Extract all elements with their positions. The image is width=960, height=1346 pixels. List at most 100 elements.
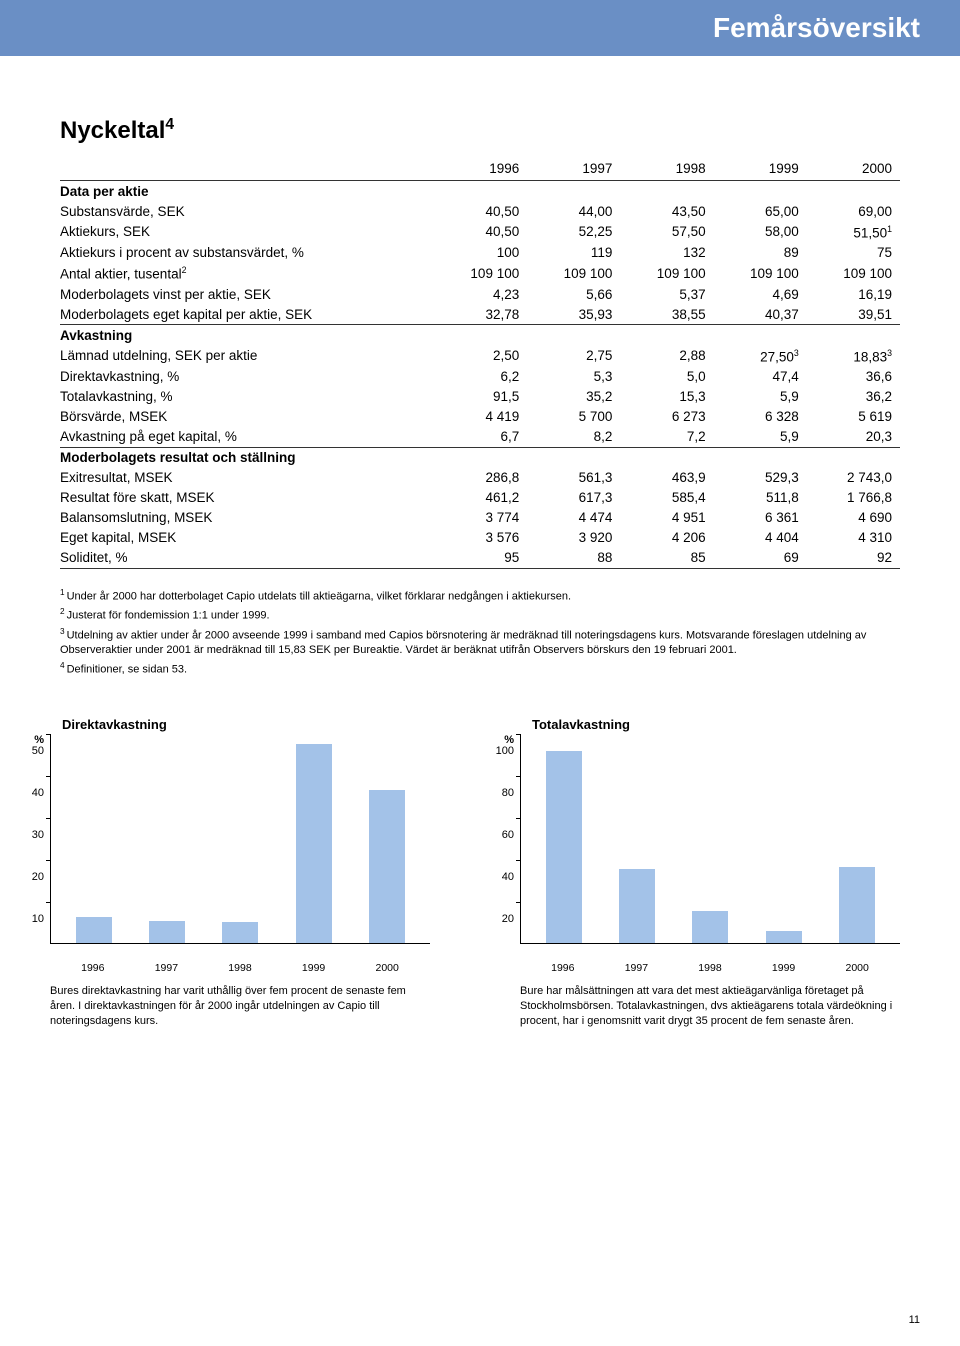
x-label: 1997 xyxy=(155,962,178,974)
cell: 119 xyxy=(527,243,620,263)
plot-area xyxy=(520,734,900,944)
x-axis: 19961997199819992000 xyxy=(520,962,900,974)
cell: 4,69 xyxy=(714,284,807,304)
x-label: 2000 xyxy=(845,962,868,974)
x-label: 1999 xyxy=(302,962,325,974)
year-col: 1998 xyxy=(620,159,713,181)
cell: 6,7 xyxy=(434,427,527,448)
cell: 3 774 xyxy=(434,508,527,528)
cell: 38,55 xyxy=(620,304,713,325)
row-label: Exitresultat, MSEK xyxy=(60,468,434,488)
year-col: 2000 xyxy=(807,159,900,181)
cell: 32,78 xyxy=(434,304,527,325)
x-axis: 1996 1997 1998 1999 2000 xyxy=(50,962,430,974)
row-label: Aktiekurs, SEK xyxy=(60,221,434,243)
cell: 18,833 xyxy=(807,345,900,367)
row-label: Lämnad utdelning, SEK per aktie xyxy=(60,345,434,367)
year-col: 1997 xyxy=(527,159,620,181)
year-col: 1999 xyxy=(714,159,807,181)
row-label: Substansvärde, SEK xyxy=(60,201,434,221)
header-title: Femårsöversikt xyxy=(713,12,920,43)
cell: 100 xyxy=(434,243,527,263)
y-tick-label: 20 xyxy=(490,914,514,956)
row-label: Aktiekurs i procent av substansvärdet, % xyxy=(60,243,434,263)
y-tick-label: 40 xyxy=(20,788,44,830)
cell: 40,37 xyxy=(714,304,807,325)
cell: 92 xyxy=(807,548,900,569)
cell: 2,50 xyxy=(434,345,527,367)
cell: 35,93 xyxy=(527,304,620,325)
cell: 3 920 xyxy=(527,528,620,548)
cell: 91,5 xyxy=(434,387,527,407)
row-label: Moderbolagets vinst per aktie, SEK xyxy=(60,284,434,304)
cell: 5 700 xyxy=(527,407,620,427)
cell: 5,0 xyxy=(620,367,713,387)
cell: 4 206 xyxy=(620,528,713,548)
y-tick-label: 100 xyxy=(490,746,514,788)
cell: 69 xyxy=(714,548,807,569)
content-area: Nyckeltal4 19961997199819992000 Data per… xyxy=(0,56,960,677)
chart-title: Totalavkastning xyxy=(532,717,900,732)
bar xyxy=(692,911,728,943)
chart-caption: Bures direktavkastning har varit uthålli… xyxy=(50,984,430,1029)
bar xyxy=(546,751,582,943)
x-label: 1996 xyxy=(81,962,104,974)
y-tick-label: 80 xyxy=(490,788,514,830)
nyckeltal-table: 19961997199819992000 Data per aktieSubst… xyxy=(60,159,900,569)
cell: 6,2 xyxy=(434,367,527,387)
cell: 6 361 xyxy=(714,508,807,528)
x-label: 1998 xyxy=(698,962,721,974)
cell: 57,50 xyxy=(620,221,713,243)
chart-title: Direktavkastning xyxy=(62,717,430,732)
cell: 43,50 xyxy=(620,201,713,221)
cell: 109 100 xyxy=(620,263,713,285)
row-label: Balansomslutning, MSEK xyxy=(60,508,434,528)
page-number: 11 xyxy=(909,1314,920,1326)
bar xyxy=(149,921,185,943)
cell: 461,2 xyxy=(434,488,527,508)
cell: 8,2 xyxy=(527,427,620,448)
cell: 5 619 xyxy=(807,407,900,427)
cell: 5,37 xyxy=(620,284,713,304)
cell: 2,88 xyxy=(620,345,713,367)
table-head: 19961997199819992000 xyxy=(60,159,900,181)
x-label: 1997 xyxy=(625,962,648,974)
cell: 36,2 xyxy=(807,387,900,407)
cell: 69,00 xyxy=(807,201,900,221)
cell: 2,75 xyxy=(527,345,620,367)
y-tick-label: 10 xyxy=(20,914,44,956)
cell: 75 xyxy=(807,243,900,263)
cell: 40,50 xyxy=(434,221,527,243)
cell: 4 474 xyxy=(527,508,620,528)
y-tick-label: 50 xyxy=(20,746,44,788)
cell: 4 404 xyxy=(714,528,807,548)
x-label: 1996 xyxy=(551,962,574,974)
row-label: Eget kapital, MSEK xyxy=(60,528,434,548)
page-header: Femårsöversikt xyxy=(0,0,960,56)
cell: 5,9 xyxy=(714,387,807,407)
row-label: Börsvärde, MSEK xyxy=(60,407,434,427)
cell: 5,66 xyxy=(527,284,620,304)
cell: 3 576 xyxy=(434,528,527,548)
cell: 109 100 xyxy=(714,263,807,285)
cell: 51,501 xyxy=(807,221,900,243)
section-heading: Data per aktie xyxy=(60,181,900,202)
footnote: 1Under år 2000 har dotterbolaget Capio u… xyxy=(60,587,900,605)
cell: 463,9 xyxy=(620,468,713,488)
row-label: Antal aktier, tusental2 xyxy=(60,263,434,285)
x-label: 1998 xyxy=(228,962,251,974)
x-label: 2000 xyxy=(375,962,398,974)
cell: 6 328 xyxy=(714,407,807,427)
footnote: 2Justerat för fondemission 1:1 under 199… xyxy=(60,606,900,624)
cell: 4 310 xyxy=(807,528,900,548)
cell: 27,503 xyxy=(714,345,807,367)
charts-row: Direktavkastning %5040302010 19961997199… xyxy=(0,717,960,1029)
y-tick-label: 30 xyxy=(20,830,44,872)
plot-area xyxy=(50,734,430,944)
cell: 585,4 xyxy=(620,488,713,508)
chart-block: Totalavkastning %10080604020 19961997199… xyxy=(490,717,900,1029)
cell: 52,25 xyxy=(527,221,620,243)
footnote: 3Utdelning av aktier under år 2000 avsee… xyxy=(60,626,900,658)
cell: 85 xyxy=(620,548,713,569)
y-tick-label: 60 xyxy=(490,830,514,872)
